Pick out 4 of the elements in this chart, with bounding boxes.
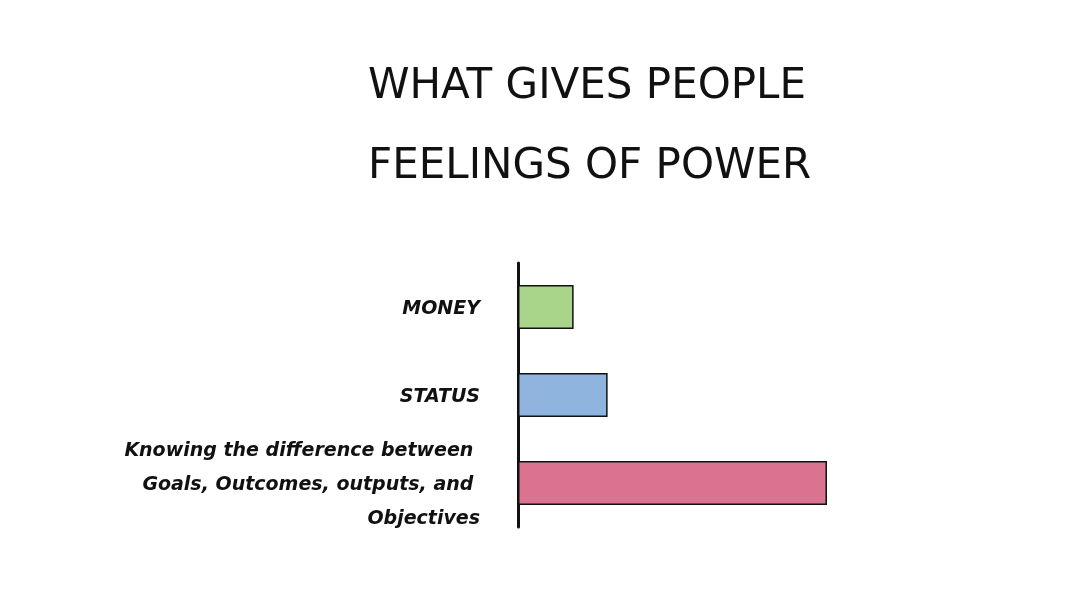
y-tick-label: Knowing the difference between Goals, Outcomes, outputs, and Objectives [124, 438, 480, 528]
y-tick-label: STATUS [399, 384, 480, 406]
y-tick-label: MONEY [402, 296, 483, 318]
chart-title: WHAT GIVES PEOPLE FEELINGS OF POWER [368, 58, 820, 188]
